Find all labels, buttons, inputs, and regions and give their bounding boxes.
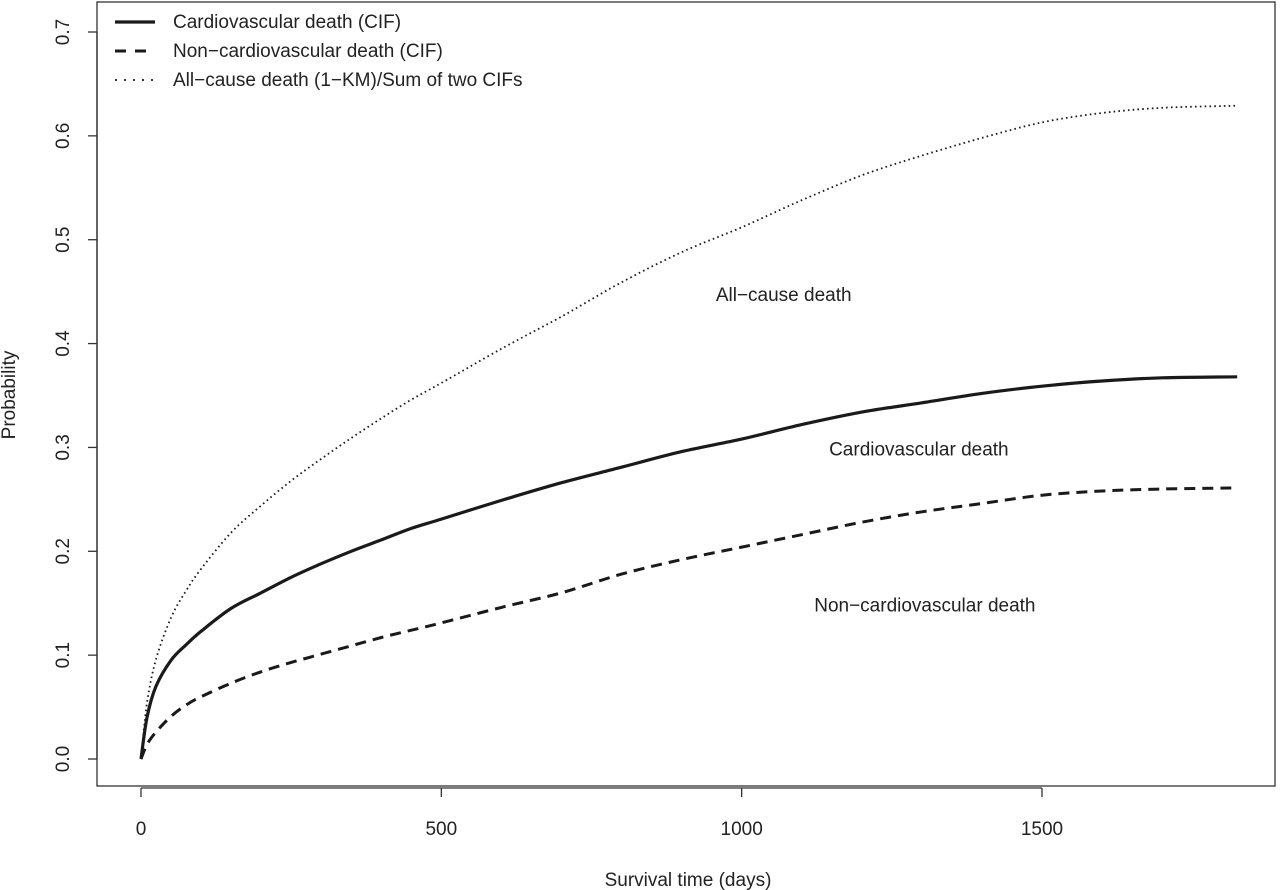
x-axis-label: Survival time (days) — [605, 870, 772, 890]
y-tick-label: 0.4 — [53, 330, 74, 357]
y-axis: 0.0 0.1 0.2 0.3 0.4 0.5 0.6 0.7 — [53, 19, 98, 772]
legend-label: All−cause death (1−KM)/Sum of two CIFs — [173, 70, 523, 91]
y-tick-label: 0.5 — [53, 227, 74, 253]
y-tick-label: 0.6 — [53, 123, 74, 149]
y-tick-label: 0.0 — [53, 746, 74, 772]
x-tick-label: 1000 — [721, 819, 763, 840]
curve-annotation: Non−cardiovascular death — [814, 595, 1035, 616]
y-tick-label: 0.2 — [53, 538, 74, 564]
legend: Cardiovascular death (CIF) Non−cardiovasc… — [115, 12, 523, 91]
x-tick-label: 500 — [425, 819, 457, 840]
legend-label: Non−cardiovascular death (CIF) — [173, 41, 443, 62]
annotation-layer: All−cause death Cardiovascular death Non−c… — [716, 285, 1036, 617]
x-axis: 0 500 1000 1500 — [136, 787, 1063, 840]
series-layer — [139, 104, 1238, 760]
y-axis-label: Probability — [0, 350, 20, 439]
series-line-dotted — [140, 104, 1238, 760]
series-line-dashed — [139, 486, 1238, 760]
y-tick-label: 0.7 — [53, 19, 74, 45]
x-tick-label: 1500 — [1021, 819, 1063, 840]
y-tick-label: 0.1 — [53, 642, 74, 668]
series-line-solid — [139, 375, 1238, 760]
x-tick-label: 0 — [136, 819, 147, 840]
y-tick-label: 0.3 — [53, 434, 74, 460]
curve-annotation: All−cause death — [716, 285, 852, 306]
curve-annotation: Cardiovascular death — [829, 440, 1009, 461]
legend-label: Cardiovascular death (CIF) — [173, 12, 401, 33]
